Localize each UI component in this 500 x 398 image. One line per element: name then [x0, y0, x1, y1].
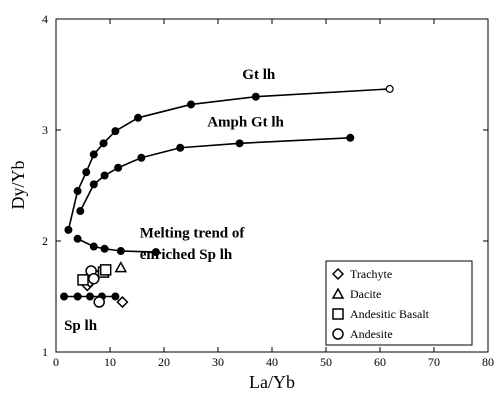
curve-point: [60, 292, 69, 301]
curve-point: [76, 207, 85, 216]
legend-label: Andesitic Basalt: [350, 307, 430, 321]
curve-point: [151, 248, 160, 257]
x-tick-label: 20: [158, 355, 170, 369]
x-tick-label: 10: [104, 355, 116, 369]
curve-point: [176, 143, 185, 152]
curve-point: [346, 133, 355, 142]
y-tick-label: 4: [42, 12, 48, 26]
curve-point: [73, 292, 82, 301]
legend: Trachyte Dacite Andesitic Basalt Andesite: [325, 260, 473, 346]
curve-point: [116, 246, 125, 255]
curve-point: [100, 171, 109, 180]
y-tick-label: 1: [42, 345, 48, 359]
sample-square-point: [77, 274, 89, 286]
curve-point: [89, 150, 98, 159]
curve-label: Gt lh: [242, 67, 276, 83]
curve-label: Sp lh: [64, 318, 98, 334]
legend-label: Trachyte: [350, 267, 392, 281]
legend-box: [325, 260, 473, 346]
x-tick-label: 70: [428, 355, 440, 369]
curve-point: [137, 153, 146, 162]
curve-point: [73, 187, 82, 196]
x-tick-label: 50: [320, 355, 332, 369]
sample-square-point: [99, 264, 112, 276]
curve-point: [86, 292, 95, 301]
y-tick-label: 3: [42, 123, 48, 137]
x-tick-label: 60: [374, 355, 386, 369]
curve-point: [99, 139, 108, 148]
curve-point: [251, 92, 260, 101]
x-axis-title: La/Yb: [249, 372, 295, 392]
x-tick-label: 0: [53, 355, 59, 369]
sample-circle-point: [88, 272, 100, 285]
curve-label: Amph Gt lh: [207, 115, 284, 131]
sample-points: [77, 261, 129, 309]
model-curves: [60, 84, 394, 301]
curve-point: [89, 180, 98, 189]
sample-circle-point: [93, 296, 105, 308]
legend-square-marker: [332, 308, 344, 320]
curve-point: [82, 168, 91, 177]
legend-triangle-marker: [331, 287, 345, 299]
x-tick-label: 40: [266, 355, 278, 369]
curve-line-0: [67, 88, 390, 231]
curve-point: [111, 292, 120, 301]
curve-point: [385, 84, 394, 93]
legend-label: Dacite: [350, 287, 381, 301]
curve-point: [73, 234, 82, 243]
curve-point: [100, 244, 109, 253]
y-axis-title: Dy/Yb: [8, 161, 28, 210]
legend-circle-marker: [332, 328, 344, 340]
curve-label: enriched Sp lh: [140, 247, 233, 263]
curve-point: [187, 100, 196, 109]
curve-line-1: [79, 136, 351, 212]
x-tick-label: 30: [212, 355, 224, 369]
curve-labels: Gt lh Amph Gt lh Melting trend of enriched …: [64, 67, 284, 334]
curve-point: [235, 139, 244, 148]
curve-point: [89, 242, 98, 251]
legend-label: Andesite: [350, 327, 393, 341]
legend-diamond-marker: [331, 267, 345, 281]
curve-point: [64, 225, 73, 234]
y-tick-label: 2: [42, 234, 48, 248]
x-tick-label: 80: [482, 355, 494, 369]
sample-diamond-point: [116, 295, 129, 309]
sample-triangle-point: [114, 261, 128, 273]
curve-point: [114, 163, 123, 172]
curve-point: [111, 127, 120, 136]
axis-ticks: 0 10 20 30 40 50 60 70 80 1 2 3 4: [42, 12, 494, 369]
curve-label: Melting trend of: [140, 226, 246, 242]
curve-point: [134, 113, 143, 122]
